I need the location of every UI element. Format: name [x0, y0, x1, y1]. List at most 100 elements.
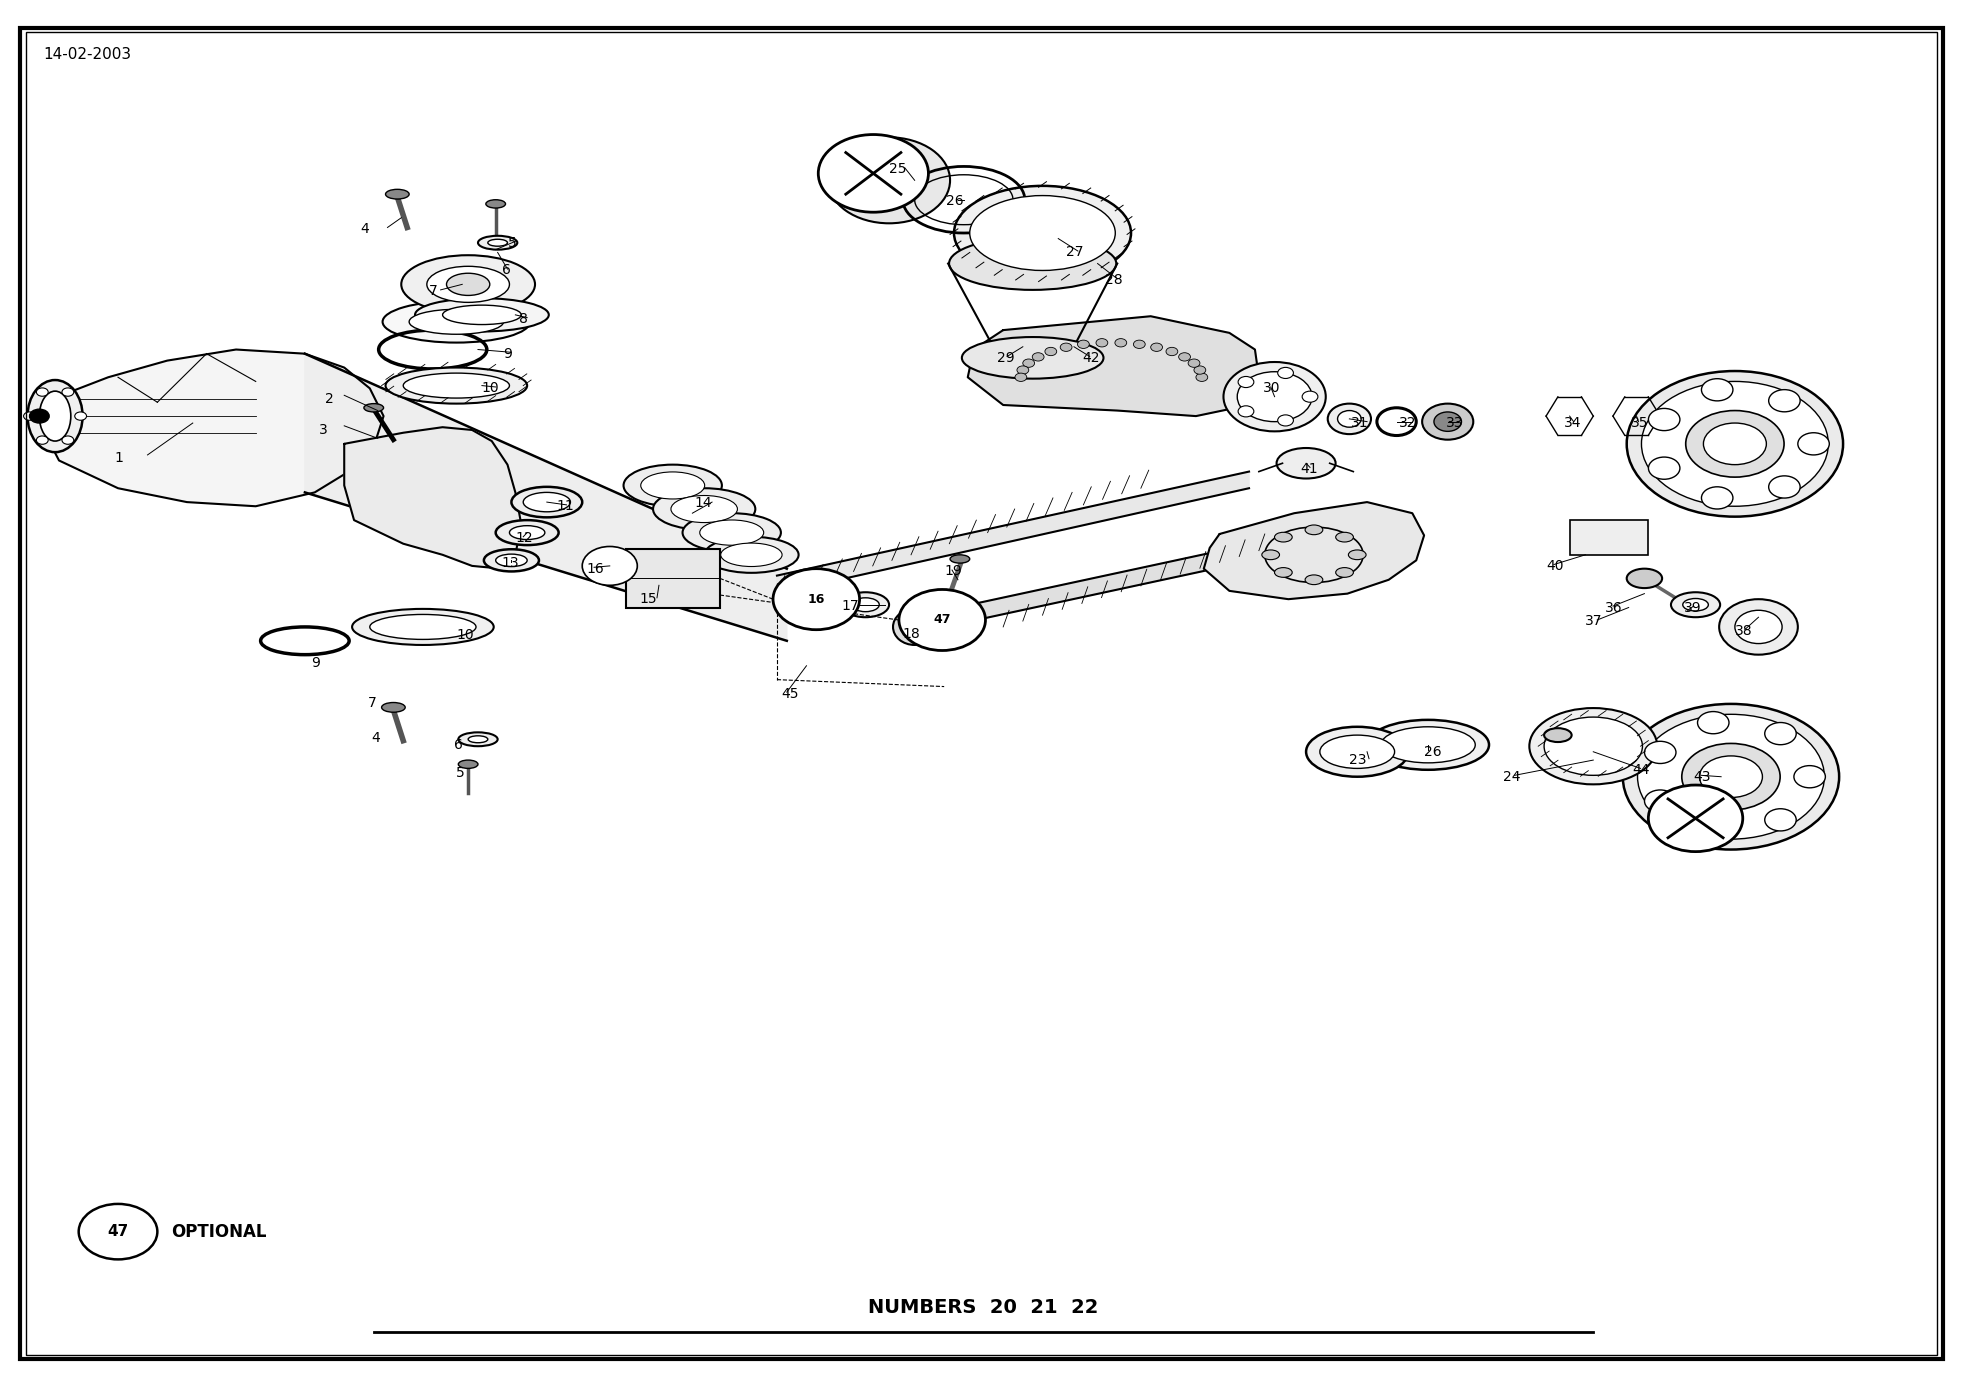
Bar: [626, 549, 720, 608]
Ellipse shape: [488, 240, 507, 247]
Text: 5: 5: [507, 236, 515, 250]
Text: 11: 11: [557, 499, 574, 513]
Circle shape: [1015, 373, 1027, 381]
Text: 12: 12: [515, 531, 533, 545]
Ellipse shape: [1320, 735, 1395, 768]
Circle shape: [1279, 415, 1294, 426]
Circle shape: [37, 436, 49, 444]
Ellipse shape: [458, 732, 498, 746]
Text: 26: 26: [946, 194, 964, 208]
Circle shape: [24, 412, 35, 420]
Text: 15: 15: [639, 592, 657, 606]
Text: 25: 25: [889, 162, 907, 176]
Circle shape: [1279, 368, 1294, 379]
Ellipse shape: [1686, 411, 1784, 477]
Circle shape: [75, 412, 87, 420]
Text: 13: 13: [502, 556, 519, 570]
Circle shape: [30, 409, 49, 423]
Text: 35: 35: [1631, 416, 1648, 430]
Circle shape: [1178, 352, 1190, 361]
Ellipse shape: [523, 492, 570, 512]
Ellipse shape: [1627, 370, 1843, 516]
Ellipse shape: [1275, 533, 1292, 542]
Circle shape: [1644, 791, 1676, 813]
Circle shape: [1764, 723, 1796, 745]
Text: 3: 3: [319, 423, 327, 437]
Ellipse shape: [478, 236, 517, 250]
Text: 30: 30: [1263, 381, 1281, 395]
Ellipse shape: [352, 609, 494, 645]
Ellipse shape: [1328, 404, 1371, 434]
Text: 31: 31: [1351, 416, 1369, 430]
Ellipse shape: [893, 609, 936, 645]
Circle shape: [1237, 376, 1253, 387]
Ellipse shape: [458, 760, 478, 768]
Ellipse shape: [1640, 381, 1829, 506]
Circle shape: [1133, 340, 1145, 348]
Circle shape: [1166, 347, 1178, 355]
Ellipse shape: [1306, 526, 1322, 535]
Circle shape: [1648, 785, 1743, 852]
Text: 47: 47: [934, 613, 950, 627]
Ellipse shape: [1381, 727, 1475, 763]
Text: 23: 23: [1349, 753, 1367, 767]
Text: 34: 34: [1564, 416, 1581, 430]
Ellipse shape: [1627, 569, 1662, 588]
Ellipse shape: [962, 337, 1103, 379]
Circle shape: [1033, 352, 1044, 361]
Text: 16: 16: [586, 562, 604, 576]
Circle shape: [582, 546, 637, 585]
Circle shape: [1768, 390, 1800, 412]
Bar: [1570, 520, 1648, 555]
Ellipse shape: [1682, 599, 1707, 612]
Circle shape: [1302, 391, 1318, 402]
Ellipse shape: [624, 465, 722, 506]
Ellipse shape: [704, 537, 799, 573]
Circle shape: [1719, 599, 1798, 655]
Text: 19: 19: [944, 565, 962, 578]
Polygon shape: [968, 316, 1259, 416]
Ellipse shape: [1544, 717, 1642, 775]
Ellipse shape: [511, 487, 582, 517]
Ellipse shape: [386, 368, 527, 404]
Text: NUMBERS  20  21  22: NUMBERS 20 21 22: [867, 1298, 1100, 1318]
Ellipse shape: [903, 616, 926, 638]
Text: 24: 24: [1503, 770, 1520, 784]
Text: 9: 9: [311, 656, 321, 670]
Text: 28: 28: [1105, 273, 1123, 287]
Ellipse shape: [683, 513, 781, 552]
Ellipse shape: [1277, 448, 1336, 479]
Text: 47: 47: [108, 1225, 128, 1239]
Circle shape: [1023, 359, 1035, 368]
Text: 18: 18: [903, 627, 921, 641]
Text: 44: 44: [1633, 763, 1650, 777]
Circle shape: [1196, 373, 1208, 381]
Circle shape: [1648, 458, 1680, 480]
Ellipse shape: [1338, 411, 1361, 427]
Polygon shape: [944, 534, 1298, 627]
Text: 17: 17: [842, 599, 860, 613]
Polygon shape: [43, 350, 384, 506]
Circle shape: [1422, 404, 1473, 440]
Ellipse shape: [1682, 743, 1780, 810]
Text: 8: 8: [519, 312, 529, 326]
Text: 6: 6: [502, 264, 511, 277]
Ellipse shape: [954, 186, 1131, 280]
Polygon shape: [777, 472, 1249, 594]
Ellipse shape: [427, 266, 509, 302]
Polygon shape: [1204, 502, 1424, 599]
Circle shape: [1648, 408, 1680, 430]
Ellipse shape: [1336, 533, 1353, 542]
Text: 27: 27: [1066, 245, 1084, 259]
Ellipse shape: [364, 404, 384, 412]
Circle shape: [1151, 343, 1162, 351]
Text: 7: 7: [429, 284, 437, 298]
Text: 9: 9: [504, 347, 513, 361]
Ellipse shape: [1306, 727, 1408, 777]
Text: 39: 39: [1684, 601, 1701, 614]
Polygon shape: [305, 354, 787, 641]
Ellipse shape: [1623, 705, 1839, 849]
Text: 14: 14: [694, 497, 712, 510]
Ellipse shape: [1367, 720, 1489, 770]
Ellipse shape: [382, 702, 405, 713]
